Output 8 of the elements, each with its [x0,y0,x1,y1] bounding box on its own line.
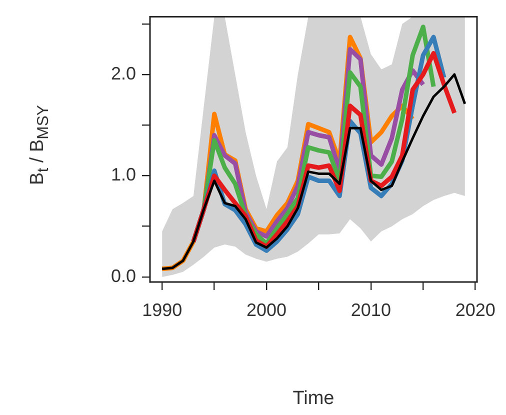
x-axis-title: Time [292,388,334,409]
y-tick-label: 2.0 [110,63,136,84]
x-tick-label: 2020 [455,300,496,320]
x-tick-label: 2010 [350,300,391,320]
y-tick-label: 1.0 [110,164,136,185]
y-tick-label: 0.0 [110,266,136,286]
x-tick-label: 2000 [246,300,287,320]
x-tick-label: 1990 [142,300,182,320]
